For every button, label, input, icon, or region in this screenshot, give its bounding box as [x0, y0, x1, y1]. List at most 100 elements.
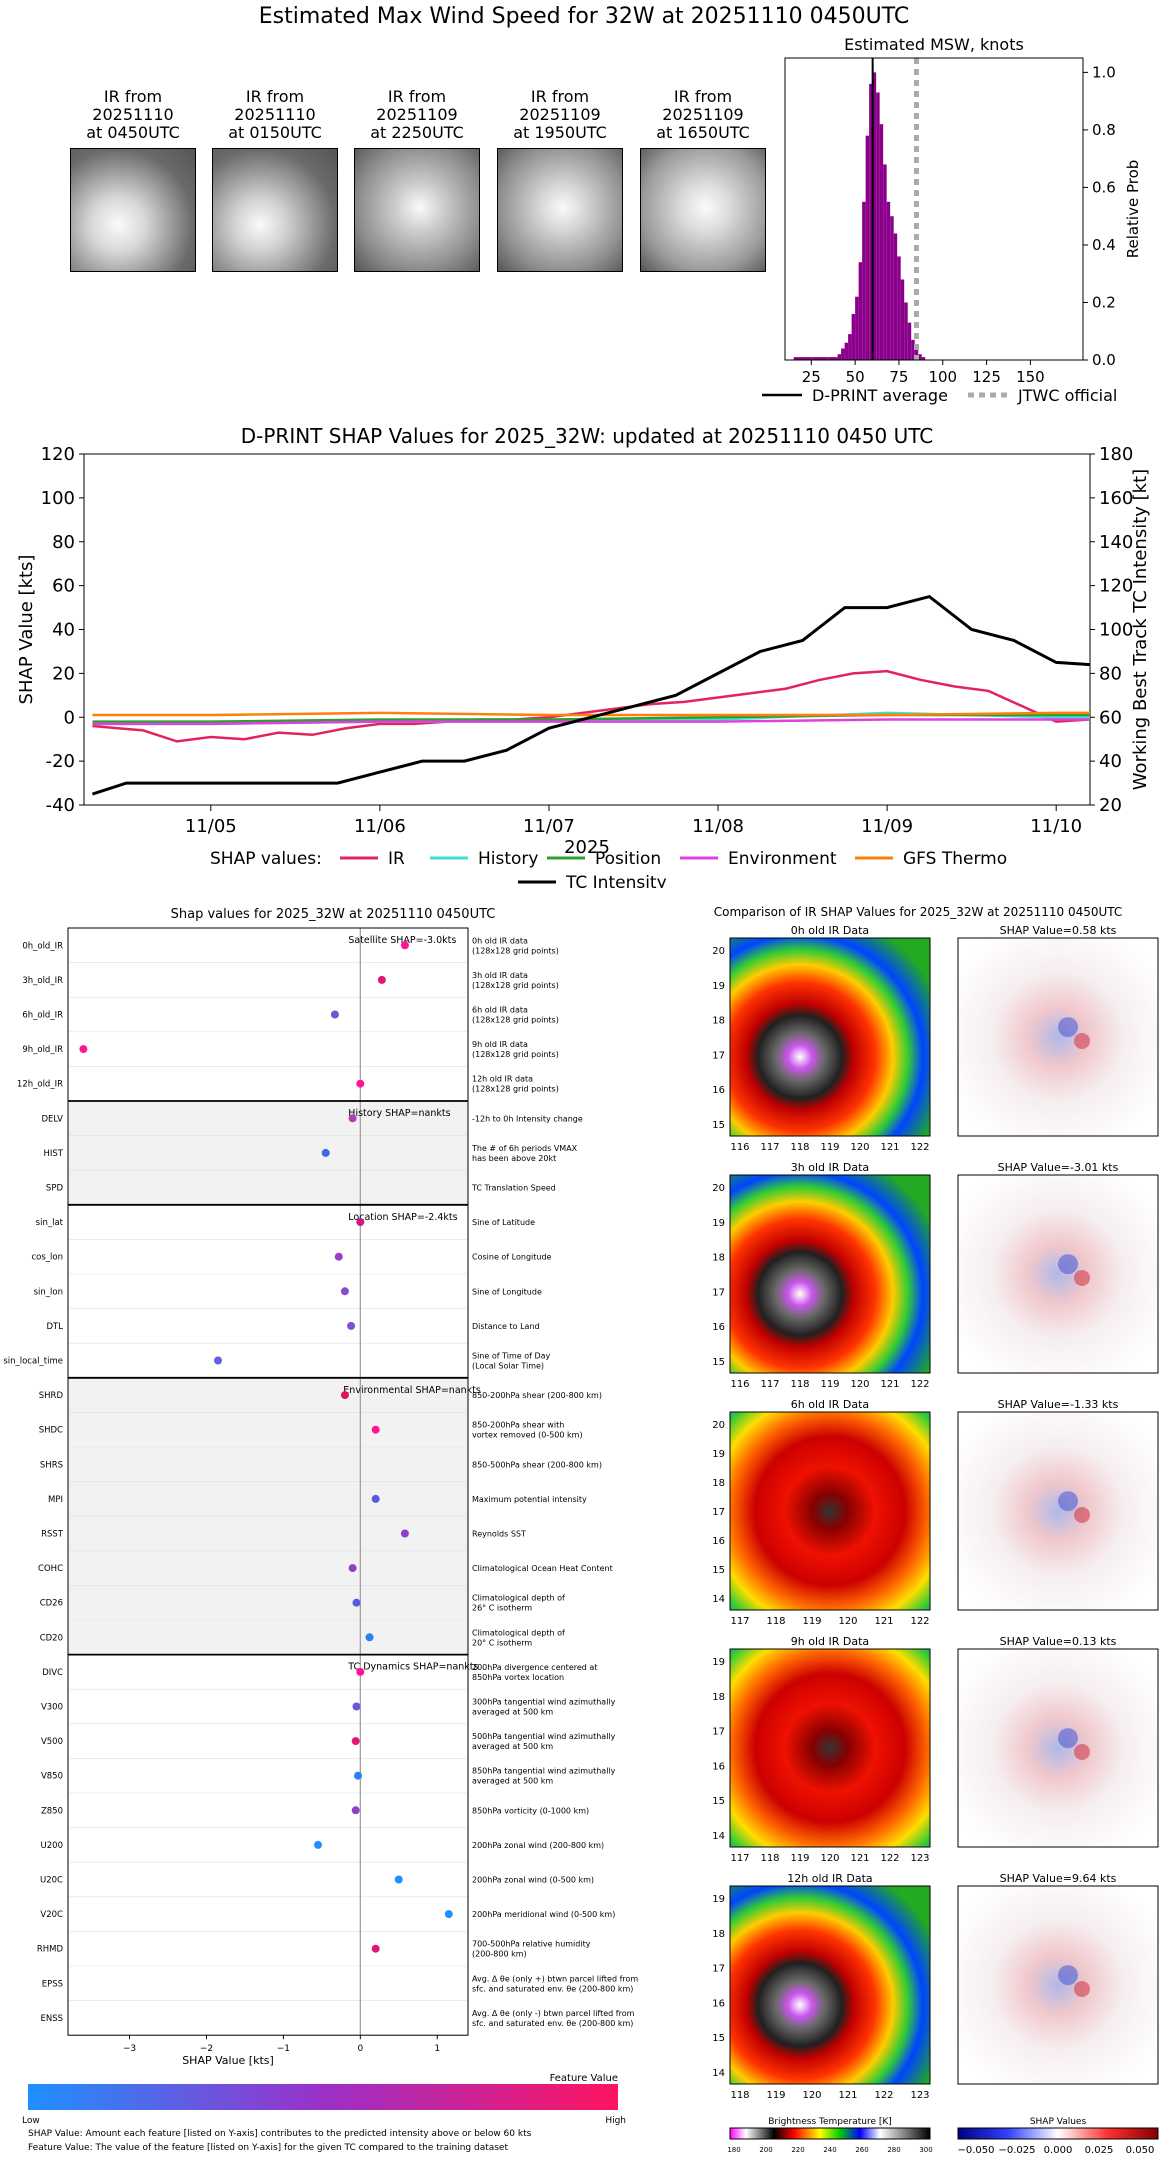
- feature-description: (128x128 grid points): [472, 946, 559, 955]
- feature-point: [340, 1287, 349, 1296]
- feature-description: averaged at 500 km: [472, 1708, 553, 1717]
- note-shap-value: SHAP Value: Amount each feature [listed …: [28, 2129, 532, 2139]
- ir-x-tick: 121: [874, 1616, 893, 1627]
- ir-x-tick: 120: [820, 1853, 839, 1864]
- feature-name: COHC: [38, 1564, 63, 1574]
- feature-point: [444, 1910, 453, 1919]
- feature-name: U20C: [40, 1876, 63, 1886]
- bt-tick: 200: [759, 2146, 772, 2154]
- sv-colorbar-title: SHAP Values: [1030, 2117, 1087, 2127]
- ir-x-tick: 121: [880, 1379, 899, 1390]
- shap-panel-title: SHAP Value=-1.33 kts: [998, 1398, 1119, 1411]
- feature-description: Distance to Land: [472, 1322, 540, 1331]
- ir-thumbnail: IR from 20251110 at 0450UTC: [70, 88, 196, 272]
- ir-thumbnail-image: [497, 148, 623, 272]
- ir-y-tick: 19: [712, 1449, 725, 1460]
- feature-name: 9h_old_IR: [22, 1045, 63, 1055]
- y-tick-label: 20: [52, 663, 75, 684]
- histogram-bar: [893, 233, 898, 360]
- histogram-bar: [876, 92, 880, 360]
- bt-tick: 300: [919, 2146, 932, 2154]
- feature-chart-frame: [67, 927, 469, 2036]
- y2-tick-label: 100: [1099, 620, 1133, 641]
- x-tick-label: 150: [1016, 368, 1045, 386]
- colorbar-high: High: [605, 2116, 626, 2126]
- feature-point: [400, 1529, 409, 1538]
- x-tick-label: 11/10: [1030, 816, 1082, 837]
- x-tick-label: 11/08: [692, 816, 744, 837]
- x-tick-label: 0: [357, 2044, 363, 2054]
- feature-name: MPI: [48, 1495, 63, 1505]
- ir-panel-title: 9h old IR Data: [791, 1635, 869, 1648]
- shap-panel-title: SHAP Value=0.58 kts: [1000, 924, 1117, 937]
- thumbnail-caption: at 1950UTC: [513, 123, 607, 142]
- legend-label: GFS Thermo: [903, 849, 1007, 869]
- thumbnail-caption: IR from: [387, 87, 447, 106]
- histogram-bar: [848, 334, 852, 360]
- x-axis-label: SHAP Value [kts]: [182, 2054, 274, 2067]
- ir-x-tick: 118: [790, 1142, 809, 1153]
- feature-name: V500: [41, 1737, 63, 1747]
- ir-y-tick: 16: [712, 1761, 725, 1772]
- ir-image: [729, 1411, 931, 1611]
- histogram-bar: [921, 357, 926, 360]
- shap-blob: [1058, 1254, 1078, 1275]
- feature-description: Climatological depth of: [472, 1628, 565, 1637]
- feature-description: Climatological depth of: [472, 1594, 565, 1603]
- shap-image: [957, 1648, 1159, 1848]
- feature-name: Z850: [41, 1806, 63, 1816]
- feature-name: RHMD: [37, 1945, 64, 1955]
- y2-tick-label: 160: [1099, 488, 1133, 509]
- legend-label: Environment: [728, 849, 837, 869]
- ir-y-tick: 15: [712, 1120, 725, 1131]
- feature-description: 850hPa vortex location: [472, 1673, 564, 1682]
- feature-description: TC Translation Speed: [471, 1184, 556, 1193]
- feature-point: [371, 1944, 380, 1953]
- ir-x-tick: 117: [760, 1379, 779, 1390]
- ir-image: [729, 1648, 931, 1848]
- sv-colorbar: [957, 2127, 1159, 2140]
- shap-blob: [1058, 1728, 1078, 1749]
- shap-panel-title: SHAP Value=-3.01 kts: [998, 1161, 1119, 1174]
- ir-x-tick: 122: [910, 1142, 929, 1153]
- histogram-bar: [907, 322, 912, 360]
- thumbnail-caption: 20251110: [92, 105, 174, 124]
- feature-description: Avg. Δ θe (only +) btwn parcel lifted fr…: [472, 1974, 638, 1983]
- thumbnail-caption: 20251109: [519, 105, 601, 124]
- feature-point: [348, 1114, 357, 1123]
- shap-blob: [1058, 1017, 1078, 1038]
- y-tick-label: 0: [64, 707, 75, 728]
- shap-blob: [1074, 1032, 1090, 1049]
- shap-blob: [1074, 1743, 1090, 1760]
- feature-name: SHDC: [39, 1426, 63, 1436]
- histogram-bar: [911, 339, 915, 360]
- feature-name: EPSS: [42, 1979, 63, 1989]
- ir-y-tick: 20: [712, 946, 725, 957]
- feature-description: 300hPa tangential wind azimuthally: [472, 1698, 616, 1707]
- feature-description: Reynolds SST: [472, 1530, 526, 1539]
- ir-x-tick: 120: [838, 1616, 857, 1627]
- x-tick-label: 1: [434, 2044, 440, 2054]
- ir-y-tick: 18: [712, 1929, 725, 1940]
- feature-description: 20° C isotherm: [472, 1638, 532, 1647]
- shap-image: [957, 1885, 1159, 2085]
- sv-tick: −0.050: [957, 2145, 994, 2156]
- histogram-bar: [897, 256, 901, 360]
- legend-label-dprint: D-PRINT average: [812, 386, 948, 405]
- feature-description: averaged at 500 km: [472, 1742, 553, 1751]
- feature-description: Maximum potential intensity: [472, 1495, 587, 1504]
- histogram-bar: [914, 348, 919, 360]
- shap-blob: [1058, 1491, 1078, 1512]
- feature-name: DELV: [41, 1114, 63, 1124]
- ir-x-tick: 121: [838, 2090, 857, 2101]
- ir-y-tick: 18: [712, 1478, 725, 1489]
- feature-description: 700-500hPa relative humidity: [472, 1940, 591, 1949]
- ir-y-tick: 17: [712, 1727, 725, 1738]
- x-tick-label: 125: [972, 368, 1001, 386]
- feature-name: ENSS: [40, 2014, 63, 2024]
- feature-description: sfc. and saturated env. θe (200-800 km): [472, 2019, 633, 2028]
- feature-name: HIST: [44, 1149, 64, 1159]
- feature-name: 6h_old_IR: [22, 1011, 63, 1021]
- y-tick-label: 0.2: [1092, 293, 1116, 311]
- ir-x-tick: 122: [910, 1616, 929, 1627]
